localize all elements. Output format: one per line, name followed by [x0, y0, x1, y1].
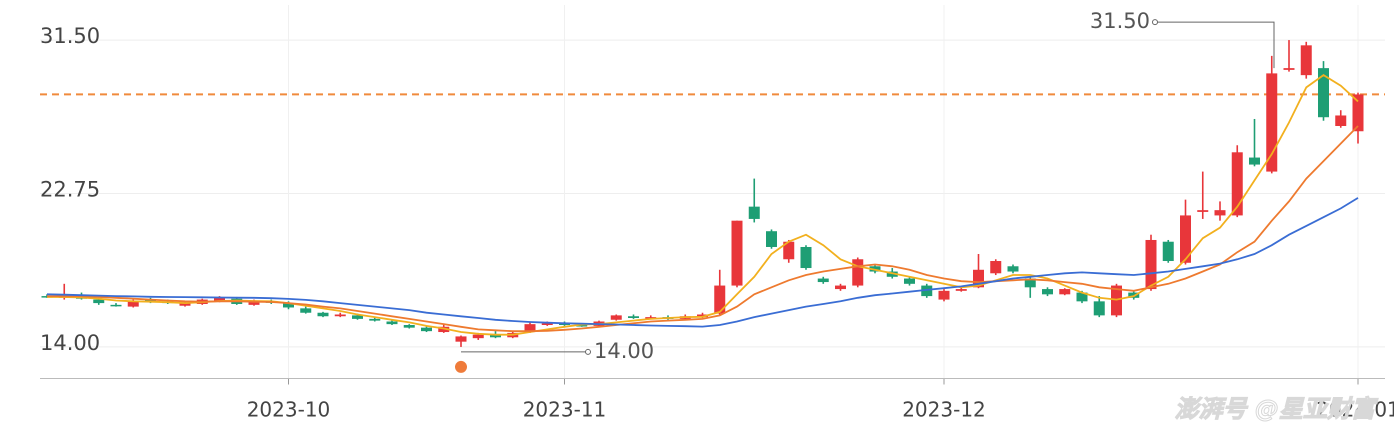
candle-body	[610, 315, 622, 320]
candle-body	[1059, 289, 1071, 295]
candle-body	[214, 297, 225, 302]
candle-body	[1266, 73, 1278, 172]
watermark: 澎湃号 @星亚财富	[1175, 395, 1379, 423]
candle-body	[628, 316, 639, 319]
candle-body	[921, 285, 933, 297]
candle-body	[904, 278, 915, 284]
candle-body	[817, 278, 829, 283]
candle-body	[800, 246, 812, 269]
candle-body	[524, 324, 536, 333]
candle-body	[955, 289, 967, 291]
candle-body	[576, 325, 588, 327]
candle-body	[1352, 94, 1364, 132]
candle-body	[455, 336, 467, 342]
x-tick-label: 2023-10	[247, 398, 331, 422]
min-label: 14.00	[594, 339, 654, 363]
candle-body	[783, 241, 795, 260]
candle-body	[938, 290, 950, 300]
candle-body	[369, 318, 381, 321]
ma-line	[47, 74, 1359, 336]
candle-body	[697, 314, 708, 318]
ma-line	[47, 125, 1359, 333]
candle-body	[403, 325, 415, 328]
candle-body	[1249, 157, 1260, 165]
candle-body	[990, 261, 1002, 274]
candle-body	[1197, 210, 1209, 212]
candle-body	[852, 259, 864, 286]
candle-body	[714, 285, 726, 314]
candle-body	[1093, 301, 1105, 316]
min-point	[455, 360, 467, 373]
candle-body	[317, 312, 329, 317]
candle-body	[1180, 215, 1191, 263]
candle-body	[1231, 152, 1243, 216]
y-tick-label: 22.75	[40, 178, 100, 202]
candle-body	[541, 323, 553, 326]
y-tick-label: 31.50	[40, 24, 100, 48]
candle-body	[334, 314, 346, 317]
candle-body	[1145, 239, 1157, 290]
candle-body	[973, 269, 984, 288]
x-tick-label: 2023-12	[902, 398, 986, 422]
candle-body	[1300, 45, 1312, 76]
candle-body	[283, 303, 294, 308]
candle-body	[1318, 68, 1329, 118]
y-tick-label: 14.00	[40, 331, 100, 355]
candle-body	[300, 308, 312, 313]
candle-body	[352, 315, 363, 319]
candle-body	[1076, 292, 1088, 302]
candle-body	[386, 321, 398, 325]
candle-body	[1024, 278, 1036, 288]
max-label: 31.50	[1090, 9, 1150, 33]
candle-body	[731, 220, 743, 286]
candle-body	[1162, 241, 1174, 262]
candle-body	[421, 327, 432, 332]
candle-body	[645, 317, 657, 319]
candle-body	[766, 231, 777, 247]
x-tick-label: 2023-11	[523, 398, 607, 422]
candle-body	[1335, 115, 1347, 126]
candle-body	[1007, 266, 1019, 272]
ma-line	[46, 197, 1359, 328]
candle-body	[472, 334, 484, 339]
max-dot	[1152, 19, 1158, 26]
candle-body	[1042, 289, 1053, 295]
candle-body	[490, 334, 501, 338]
candle-body	[127, 301, 139, 307]
x-tick-label: 2024-01	[1316, 398, 1394, 422]
candle-body	[1214, 210, 1226, 216]
candle-body	[748, 206, 760, 219]
candle-body	[93, 299, 105, 304]
max-leader	[1155, 21, 1275, 69]
candle-body	[248, 300, 260, 305]
candle-body	[110, 304, 122, 307]
candle-body	[835, 285, 846, 290]
min-dot	[585, 348, 591, 355]
candle-body	[1283, 68, 1295, 70]
